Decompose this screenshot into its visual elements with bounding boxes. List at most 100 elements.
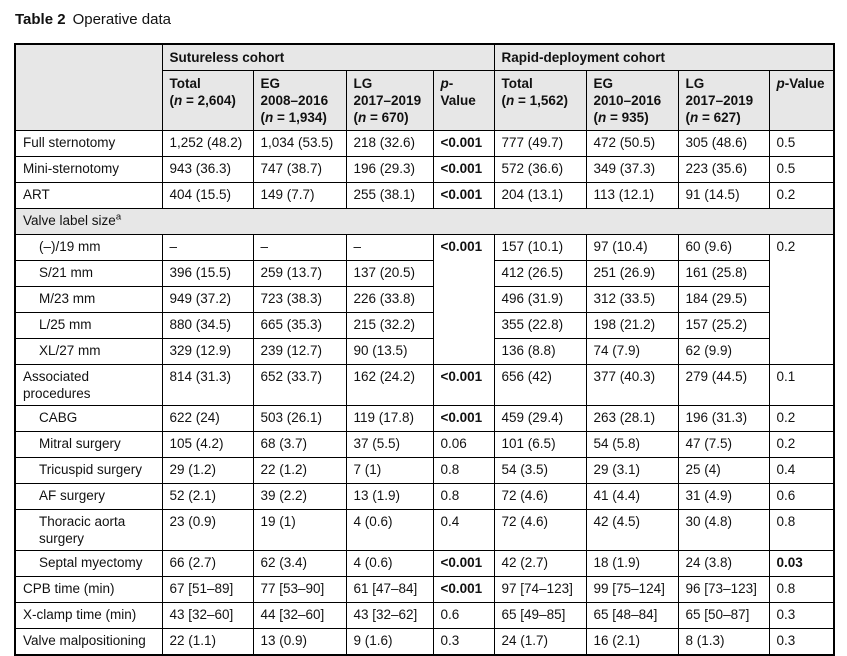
- row-label: (–)/19 mm: [14, 234, 163, 261]
- row-label: AF surgery: [14, 483, 163, 510]
- data-cell: 404 (15.5): [161, 182, 254, 209]
- data-cell: 43 [32–62]: [345, 602, 434, 629]
- data-cell: 149 (7.7): [252, 182, 347, 209]
- data-cell: 0.5: [768, 156, 835, 183]
- section-label: Valve label sizea: [14, 208, 835, 235]
- data-cell: 0.06: [432, 431, 495, 458]
- data-cell: 67 [51–89]: [161, 576, 254, 603]
- data-cell: 54 (3.5): [493, 457, 587, 484]
- data-cell: 9 (1.6): [345, 628, 434, 655]
- data-cell: <0.001: [432, 182, 495, 209]
- data-cell: 223 (35.6): [677, 156, 770, 183]
- data-cell: 157 (25.2): [677, 312, 770, 339]
- row-label: X-clamp time (min): [14, 602, 163, 629]
- data-cell: 74 (7.9): [585, 338, 679, 365]
- table-row: S/21 mm 396 (15.5) 259 (13.7) 137 (20.5) 412…: [14, 260, 834, 287]
- data-cell: 4 (0.6): [345, 550, 434, 577]
- table-caption: Operative data: [72, 11, 171, 28]
- data-cell: <0.001: [432, 405, 495, 432]
- data-cell: 251 (26.9): [585, 260, 679, 287]
- table-row: X-clamp time (min) 43 [32–60] 44 [32–60] 43…: [14, 602, 835, 629]
- row-label: Associated procedures: [14, 364, 163, 406]
- col-header-rd-total: Total (n = 1,562): [493, 70, 587, 131]
- group-header-rapid-deployment: Rapid-deployment cohort: [493, 43, 835, 71]
- data-cell: 0.4: [768, 457, 835, 484]
- data-cell: 13 (0.9): [252, 628, 347, 655]
- data-cell: –: [345, 234, 434, 261]
- table-row: Mini-sternotomy 943 (36.3) 747 (38.7) 196 (…: [14, 156, 835, 183]
- table-row: L/25 mm 880 (34.5) 665 (35.3) 215 (32.2) 355…: [14, 312, 834, 339]
- data-cell: 0.8: [432, 457, 495, 484]
- corner-cell: [14, 43, 163, 131]
- table-row: Thoracic aorta surgery 23 (0.9) 19 (1) 4 (0…: [14, 509, 835, 551]
- column-header-row: Total (n = 2,604) EG 2008–2016 (n = 1,93…: [15, 70, 835, 131]
- table-row: Tricuspid surgery 29 (1.2) 22 (1.2) 7 (1) 0.…: [14, 457, 835, 484]
- data-cell: 263 (28.1): [585, 405, 679, 432]
- section-row: Valve label sizea: [14, 208, 835, 235]
- data-cell: 113 (12.1): [585, 182, 679, 209]
- data-cell: 66 (2.7): [161, 550, 254, 577]
- data-cell: 105 (4.2): [161, 431, 254, 458]
- data-cell: 22 (1.1): [161, 628, 254, 655]
- data-cell: 31 (4.9): [677, 483, 770, 510]
- table-number: Table 2: [15, 11, 66, 28]
- row-label: Tricuspid surgery: [14, 457, 163, 484]
- data-cell: 29 (3.1): [585, 457, 679, 484]
- data-cell: 1,252 (48.2): [161, 130, 254, 157]
- data-cell: 68 (3.7): [252, 431, 347, 458]
- data-cell: 42 (4.5): [585, 509, 679, 551]
- data-cell: 30 (4.8): [677, 509, 770, 551]
- data-cell: 396 (15.5): [161, 260, 254, 287]
- data-cell: 18 (1.9): [585, 550, 679, 577]
- table-row: CABG 622 (24) 503 (26.1) 119 (17.8) <0.001 45…: [14, 405, 835, 432]
- data-cell: –: [161, 234, 254, 261]
- group-header-row: Sutureless cohort Rapid-deployment cohor…: [14, 43, 835, 131]
- data-cell: 99 [75–124]: [585, 576, 679, 603]
- row-label: Valve malpositioning: [14, 628, 163, 655]
- data-cell: 43 [32–60]: [161, 602, 254, 629]
- data-cell: 184 (29.5): [677, 286, 770, 313]
- data-cell: 96 [73–123]: [677, 576, 770, 603]
- data-cell: 329 (12.9): [161, 338, 254, 365]
- row-label: L/25 mm: [14, 312, 163, 339]
- data-cell: 25 (4): [677, 457, 770, 484]
- data-cell: 305 (48.6): [677, 130, 770, 157]
- data-cell: 119 (17.8): [345, 405, 434, 432]
- data-cell: 8 (1.3): [677, 628, 770, 655]
- row-label: Septal myectomy: [14, 550, 163, 577]
- data-cell: 4 (0.6): [345, 509, 434, 551]
- data-cell: <0.001: [432, 156, 495, 183]
- data-cell: 90 (13.5): [345, 338, 434, 365]
- data-cell: 136 (8.8): [493, 338, 587, 365]
- row-label: Mini-sternotomy: [14, 156, 163, 183]
- data-cell: 377 (40.3): [585, 364, 679, 406]
- group-header-sutureless: Sutureless cohort: [161, 43, 495, 71]
- data-cell: 652 (33.7): [252, 364, 347, 406]
- data-cell: 22 (1.2): [252, 457, 347, 484]
- data-cell: 65 [48–84]: [585, 602, 679, 629]
- data-cell: 16 (2.1): [585, 628, 679, 655]
- data-cell: 24 (3.8): [677, 550, 770, 577]
- data-cell: 161 (25.8): [677, 260, 770, 287]
- data-cell: 72 (4.6): [493, 509, 587, 551]
- data-cell: 0.03: [768, 550, 835, 577]
- data-cell: 1,034 (53.5): [252, 130, 347, 157]
- data-cell: 65 [50–87]: [677, 602, 770, 629]
- col-header-su-eg: EG 2008–2016 (n = 1,934): [252, 70, 347, 131]
- row-label: Full sternotomy: [14, 130, 163, 157]
- row-label: S/21 mm: [14, 260, 163, 287]
- data-cell: 412 (26.5): [493, 260, 587, 287]
- data-cell: 7 (1): [345, 457, 434, 484]
- data-cell: <0.001: [432, 550, 495, 577]
- data-cell: 723 (38.3): [252, 286, 347, 313]
- data-cell: 814 (31.3): [161, 364, 254, 406]
- row-label: ART: [14, 182, 163, 209]
- data-cell: 880 (34.5): [161, 312, 254, 339]
- table-row: (–)/19 mm – – – <0.001 157 (10.1) 97 (10.4) 60 …: [14, 234, 835, 365]
- data-cell: 62 (9.9): [677, 338, 770, 365]
- data-cell: 24 (1.7): [493, 628, 587, 655]
- data-cell: 0.2: [768, 234, 835, 365]
- data-cell: –: [252, 234, 347, 261]
- data-cell: <0.001: [432, 130, 495, 157]
- table-row: ART 404 (15.5) 149 (7.7) 255 (38.1) <0.001 20…: [14, 182, 835, 209]
